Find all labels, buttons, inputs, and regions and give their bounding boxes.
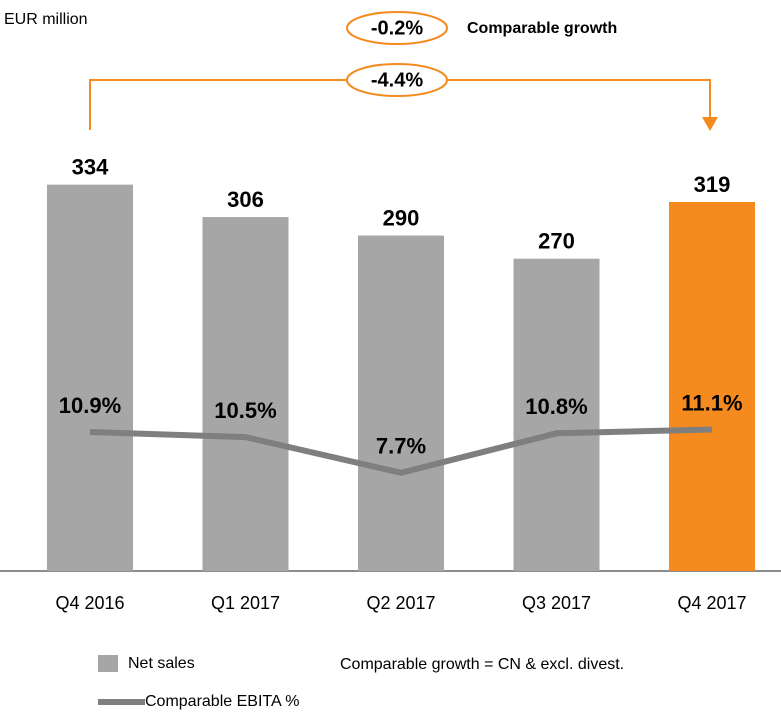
annotation-ellipse [346, 63, 448, 97]
bar-value-label: 270 [538, 229, 575, 254]
bar-value-label: 290 [383, 205, 420, 230]
bar-value-label: 306 [227, 187, 264, 212]
annotations: -0.2% Comparable growth -4.4% Comparable… [89, 11, 718, 673]
line-value-label: 10.8% [525, 394, 587, 419]
note: Comparable growth = CN & excl. divest. [340, 656, 624, 673]
bar [47, 184, 133, 571]
bar-value-label: 319 [694, 172, 731, 197]
x-tick-label: Q1 2017 [211, 593, 280, 613]
line-value-label: 7.7% [376, 434, 426, 459]
x-tick-label: Q4 2016 [55, 593, 124, 613]
annotation: -0.2% [371, 17, 423, 39]
legend-swatch [98, 655, 118, 672]
x-tick-label: Q2 2017 [366, 593, 435, 613]
bar [513, 258, 600, 571]
unit-label: EUR million [4, 11, 88, 28]
line [89, 426, 713, 476]
legend-label: Comparable EBITA % [145, 693, 299, 710]
bar [202, 217, 289, 571]
annotation: Comparable growth [467, 20, 617, 37]
x-tick-label: Q4 2017 [677, 593, 746, 613]
growth-arrow [702, 117, 718, 131]
line-value-label: 10.9% [59, 393, 121, 418]
line-value-label: 10.5% [214, 398, 276, 423]
legend-label: Net sales [128, 655, 195, 672]
bar-value-label: 334 [72, 154, 109, 179]
bar [669, 202, 755, 571]
x-tick-label: Q3 2017 [522, 593, 591, 613]
line-value-label: 11.1% [681, 390, 742, 415]
bar [358, 235, 444, 571]
annotation: -4.4% [371, 69, 423, 91]
annotation-ellipse [346, 11, 448, 45]
